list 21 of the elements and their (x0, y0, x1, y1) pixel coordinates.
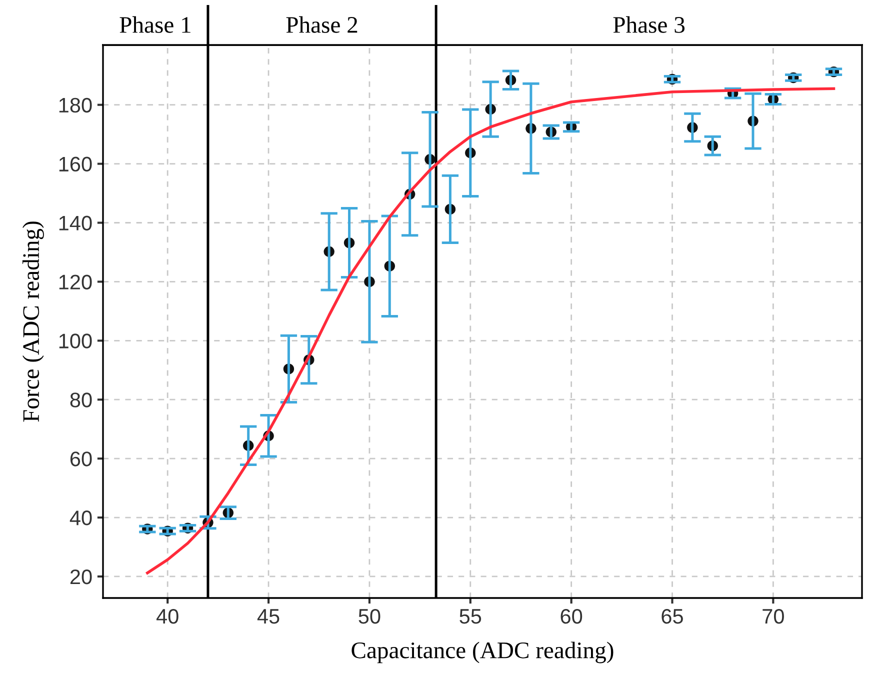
x-tick-label: 50 (358, 608, 380, 624)
x-tick-label: 65 (662, 608, 683, 624)
x-tick-label: 70 (762, 608, 784, 624)
y-tick-label: 160 (59, 156, 92, 172)
y-tick-label: 100 (59, 334, 92, 348)
y-tick-label: 140 (59, 216, 92, 231)
x-tick-label: 45 (257, 609, 280, 624)
x-tick-label: 40 (156, 608, 178, 624)
text: Phase 3 (613, 16, 685, 33)
x-tick-label: 60 (560, 608, 582, 624)
y-axis-title: Force (ADC reading) (22, 222, 44, 422)
text: Phase 2 (286, 16, 358, 33)
y-tick-label: 20 (70, 569, 92, 584)
y-tick-label: 180 (59, 98, 92, 113)
y-tick-label: 40 (70, 510, 92, 526)
y-tick-label: 120 (59, 274, 92, 290)
x-tick-label: 55 (460, 609, 482, 624)
x-axis-title: Capacitance (ADC reading) (352, 642, 614, 664)
y-tick-label: 60 (70, 452, 92, 466)
text: Phase 1 (120, 16, 190, 33)
y-tick-label: 80 (70, 392, 92, 408)
